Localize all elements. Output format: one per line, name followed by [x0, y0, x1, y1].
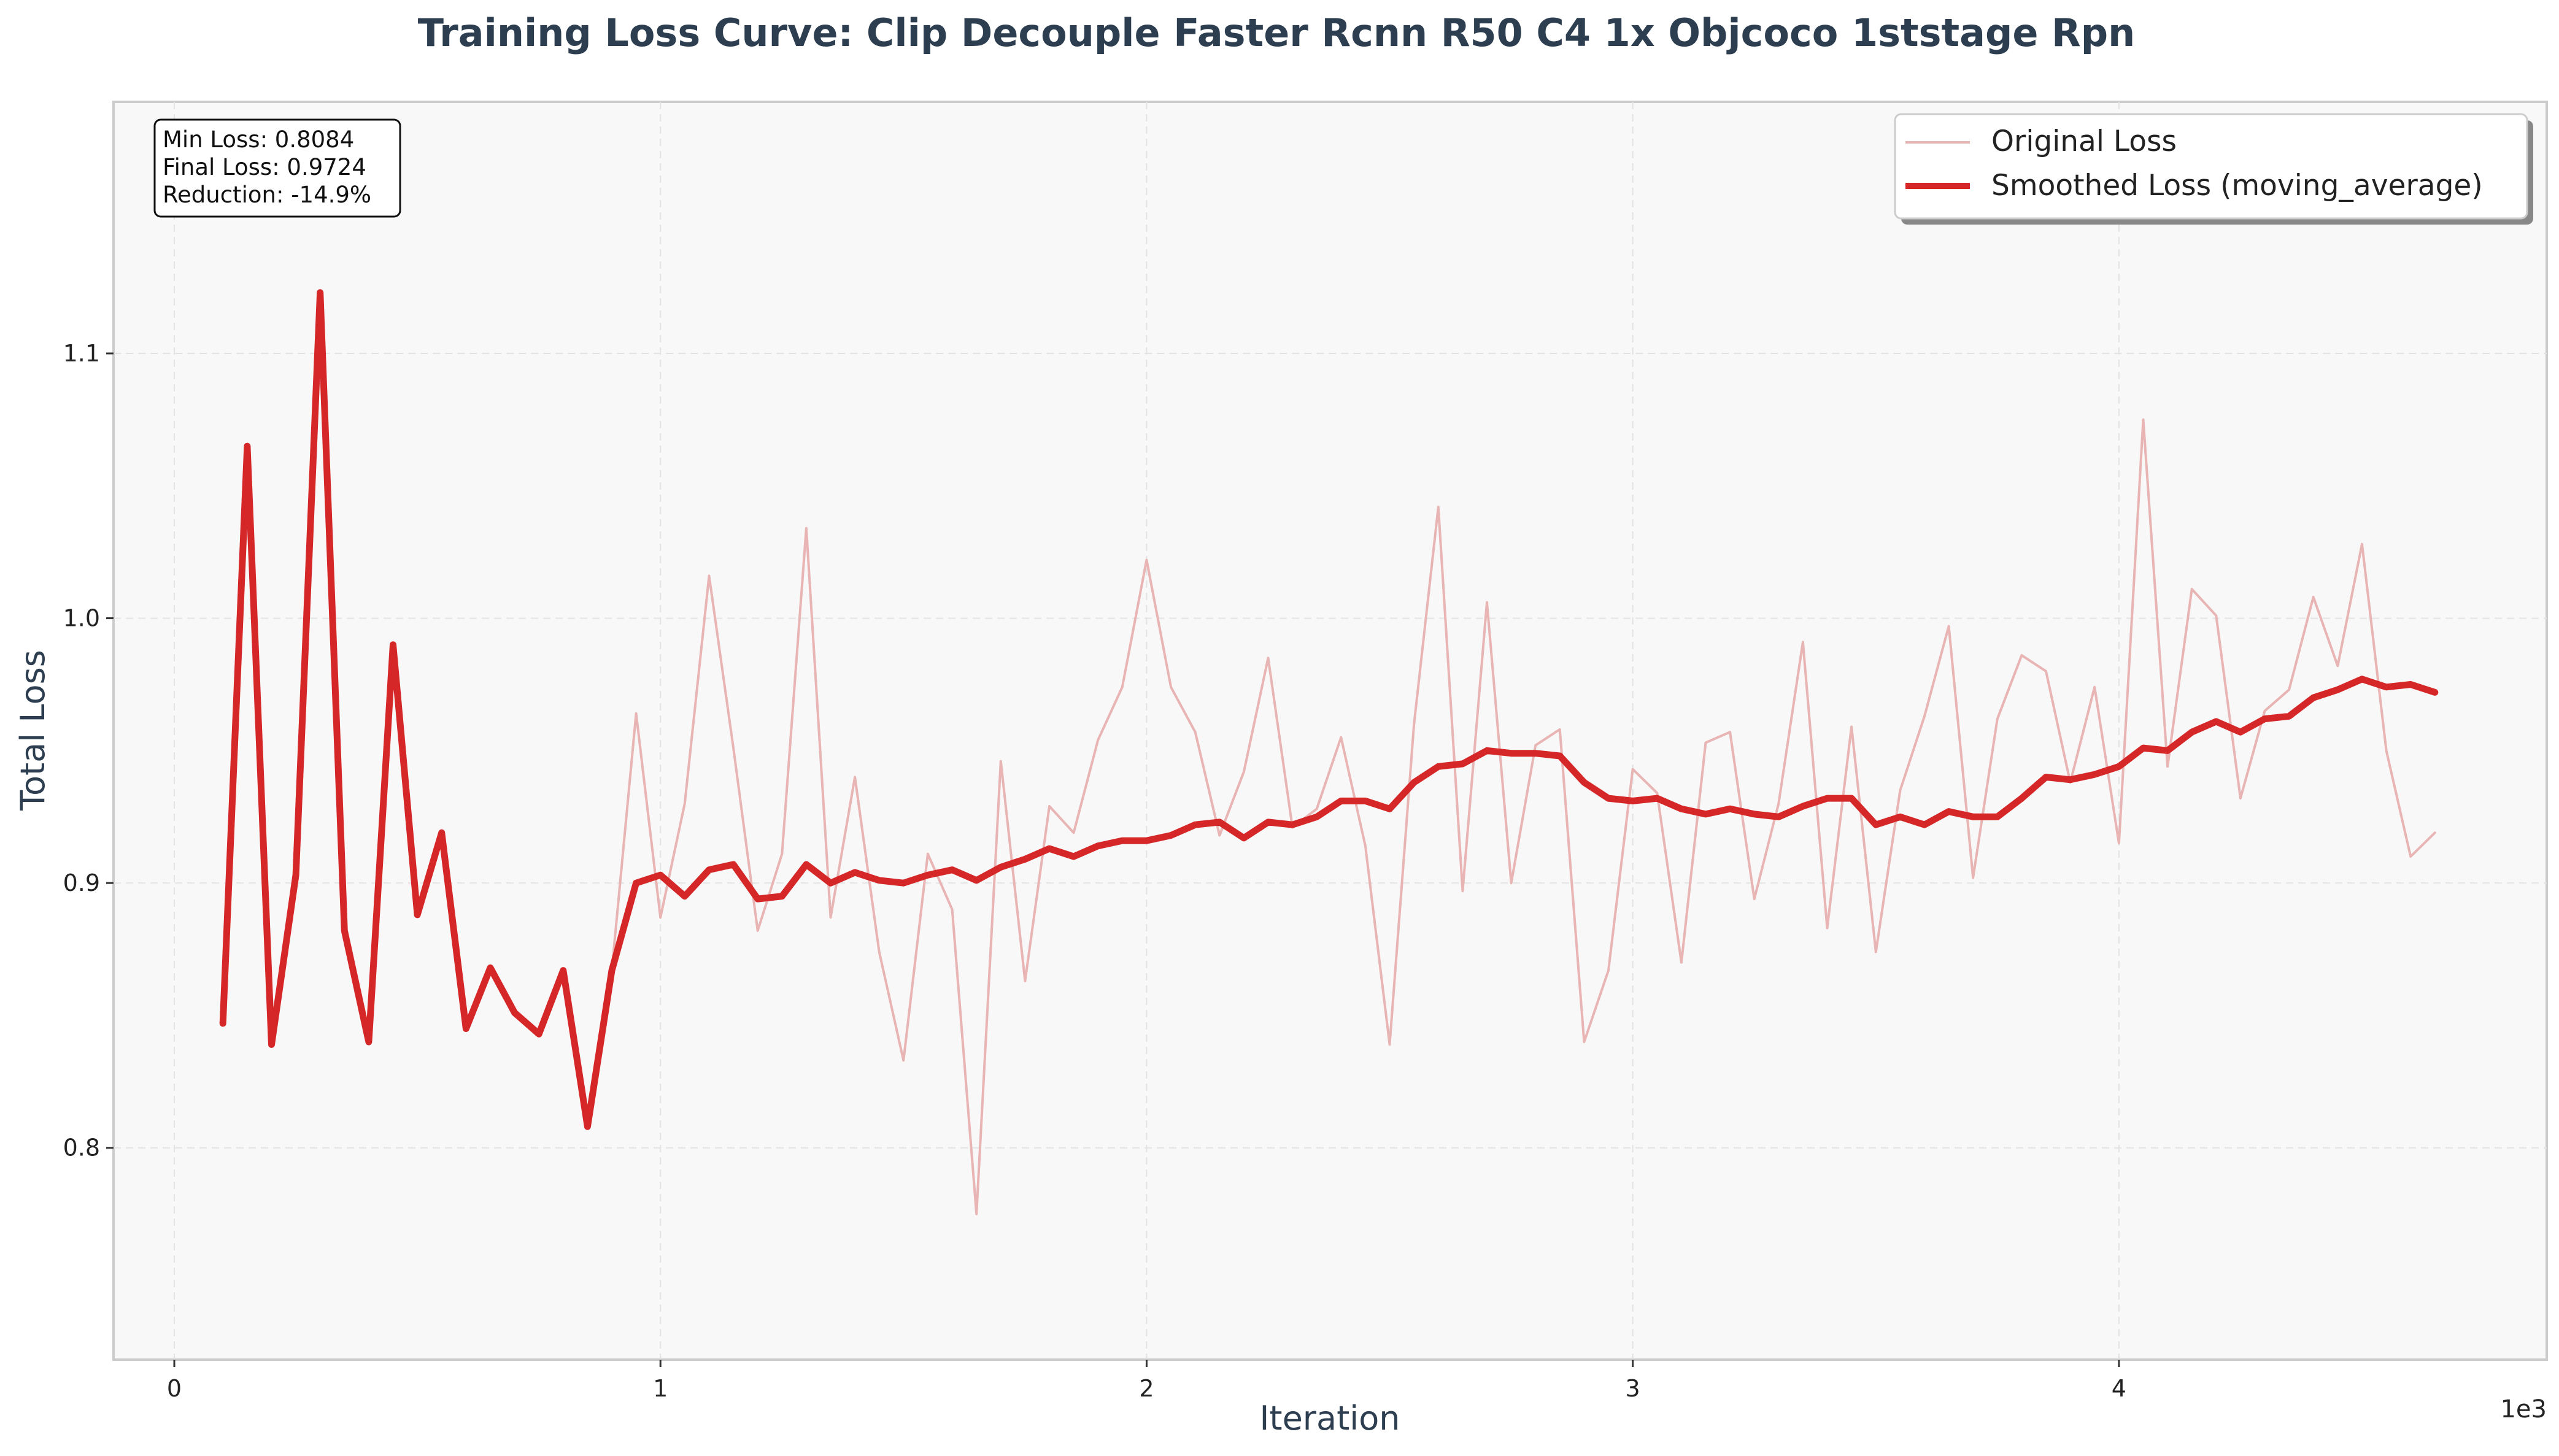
- stats-box: Min Loss: 0.8084 Final Loss: 0.9724 Redu…: [153, 118, 401, 218]
- stats-box-frame: [153, 118, 401, 218]
- y-tick-label: 0.8: [63, 1134, 100, 1161]
- y-tick-label: 0.9: [63, 869, 100, 896]
- x-tick-label: 2: [1139, 1375, 1154, 1402]
- stats-reduction: Reduction: -14.9%: [163, 182, 371, 208]
- y-tick-label: 1.0: [63, 605, 100, 632]
- smoothed-loss-line: [219, 289, 2439, 1130]
- x-tick-label: 4: [2112, 1375, 2126, 1402]
- series-lines: [219, 289, 2439, 1215]
- legend-label-smoothed: Smoothed Loss (moving_average): [1991, 169, 2483, 202]
- x-axis-label: Iteration: [1259, 1399, 1400, 1438]
- stats-final-loss: Final Loss: 0.9724: [163, 154, 366, 180]
- axis-ticks: 0 1 2 3 4 0.8 0.9 1.0 1.1: [63, 340, 2126, 1402]
- legend-label-original: Original Loss: [1991, 125, 2177, 158]
- plot-area: [112, 101, 2548, 1361]
- stats-min-loss: Min Loss: 0.8084: [163, 126, 354, 153]
- y-axis-label: Total Loss: [14, 650, 52, 811]
- y-tick-label: 1.1: [63, 340, 100, 367]
- legend: Original Loss Smoothed Loss (moving_aver…: [1894, 113, 2533, 225]
- legend-frame: [1894, 113, 2528, 220]
- x-tick-label: 0: [167, 1375, 182, 1402]
- x-tick-label: 3: [1626, 1375, 1640, 1402]
- x-tick-label: 1: [653, 1375, 668, 1402]
- grid-lines: [114, 102, 2547, 1360]
- x-axis-offset-label: 1e3: [2500, 1395, 2547, 1423]
- chart-title: Training Loss Curve: Clip Decouple Faste…: [418, 10, 2136, 55]
